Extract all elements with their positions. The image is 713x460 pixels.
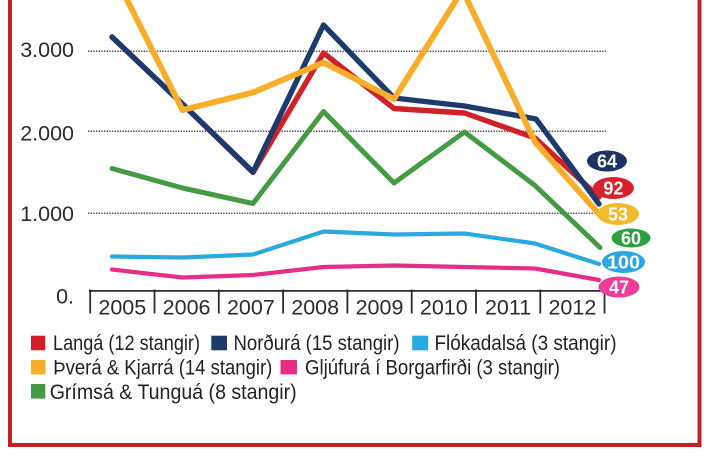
- svg-text:53: 53: [608, 204, 628, 224]
- svg-text:60: 60: [621, 228, 641, 248]
- svg-text:3.000: 3.000: [20, 38, 74, 62]
- svg-text:64: 64: [597, 151, 617, 171]
- svg-text:2.000: 2.000: [20, 121, 74, 145]
- svg-text:2011: 2011: [485, 296, 531, 320]
- svg-text:1.000: 1.000: [20, 202, 74, 226]
- svg-text:2006: 2006: [163, 296, 211, 320]
- svg-text:0.: 0.: [56, 284, 74, 308]
- svg-text:2009: 2009: [356, 296, 404, 320]
- svg-text:Gljúfurá í Borgarfirði (3 stan: Gljúfurá í Borgarfirði (3 stangir): [305, 357, 560, 380]
- svg-text:Þverá & Kjarrá (14 stangir): Þverá & Kjarrá (14 stangir): [53, 357, 272, 380]
- svg-text:Norðurá (15 stangir): Norðurá (15 stangir): [234, 332, 400, 355]
- svg-text:2012: 2012: [548, 296, 596, 320]
- svg-text:100: 100: [607, 252, 640, 272]
- svg-text:2007: 2007: [227, 296, 275, 320]
- svg-text:2010: 2010: [420, 296, 468, 320]
- svg-text:2008: 2008: [291, 296, 339, 320]
- svg-text:47: 47: [609, 277, 629, 297]
- svg-text:Langá (12 stangir): Langá (12 stangir): [53, 332, 200, 355]
- svg-text:Grímsá & Tunguá (8 stangir): Grímsá & Tunguá (8 stangir): [50, 381, 297, 404]
- svg-text:Flókadalsá (3 stangir): Flókadalsá (3 stangir): [435, 332, 617, 355]
- svg-text:2005: 2005: [98, 296, 146, 320]
- svg-text:92: 92: [603, 178, 623, 198]
